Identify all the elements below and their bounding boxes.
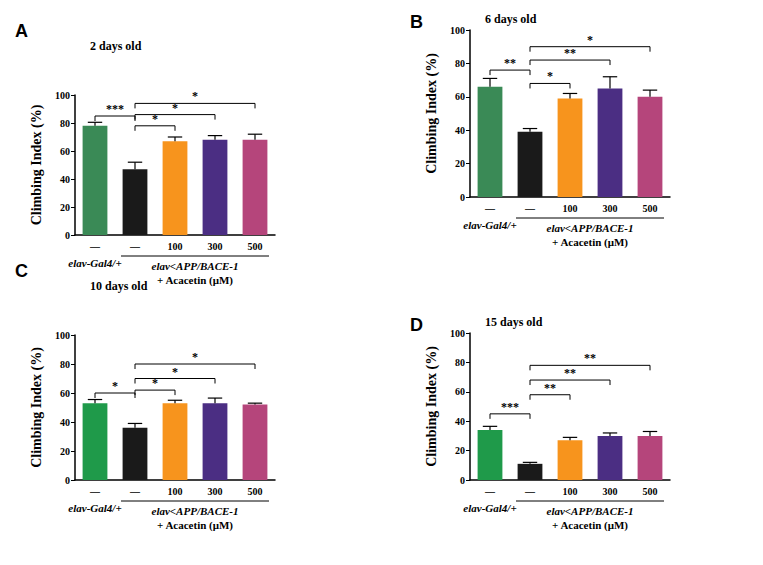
svg-text:300: 300 (208, 486, 223, 497)
svg-text:**: ** (564, 366, 576, 380)
svg-text:+ Acacetin (μM): + Acacetin (μM) (157, 519, 233, 532)
svg-text:40: 40 (60, 417, 70, 428)
svg-text:80: 80 (60, 118, 70, 129)
svg-text:100: 100 (168, 486, 183, 497)
svg-text:B: B (410, 12, 423, 32)
svg-text:A: A (15, 21, 28, 41)
svg-text:**: ** (504, 56, 516, 70)
svg-text:40: 40 (455, 416, 465, 427)
svg-text:C: C (15, 261, 28, 281)
svg-text:D: D (410, 315, 423, 335)
svg-text:300: 300 (603, 486, 618, 497)
svg-text:500: 500 (643, 203, 658, 214)
svg-text:15 days old: 15 days old (485, 315, 543, 329)
svg-text:100: 100 (168, 241, 183, 252)
svg-text:100: 100 (55, 330, 70, 341)
svg-text:*: * (112, 379, 118, 393)
svg-text:20: 20 (455, 158, 465, 169)
svg-text:80: 80 (455, 357, 465, 368)
svg-text:—: — (524, 486, 536, 497)
svg-text:elav<APP/BACE-1: elav<APP/BACE-1 (547, 505, 634, 517)
svg-text:—: — (524, 203, 536, 214)
svg-text:40: 40 (60, 174, 70, 185)
svg-text:500: 500 (248, 241, 263, 252)
svg-text:Climbing Index (%): Climbing Index (%) (424, 346, 440, 467)
svg-text:60: 60 (60, 388, 70, 399)
svg-text:0: 0 (65, 230, 70, 241)
svg-text:*: * (192, 350, 198, 364)
svg-text:500: 500 (643, 486, 658, 497)
svg-text:elav-Gal4/+: elav-Gal4/+ (463, 502, 516, 514)
svg-text:—: — (129, 486, 141, 497)
svg-text:+ Acacetin (μM): + Acacetin (μM) (157, 274, 233, 287)
svg-text:60: 60 (60, 146, 70, 157)
svg-text:**: ** (564, 46, 576, 60)
svg-text:elav<APP/BACE-1: elav<APP/BACE-1 (152, 505, 239, 517)
svg-text:100: 100 (450, 25, 465, 36)
svg-text:500: 500 (248, 486, 263, 497)
svg-text:100: 100 (450, 328, 465, 339)
svg-text:—: — (484, 486, 496, 497)
svg-text:elav<APP/BACE-1: elav<APP/BACE-1 (152, 260, 239, 272)
svg-text:100: 100 (563, 203, 578, 214)
svg-text:20: 20 (60, 202, 70, 213)
svg-text:0: 0 (460, 475, 465, 486)
svg-text:0: 0 (460, 192, 465, 203)
svg-text:***: *** (501, 400, 519, 414)
svg-text:**: ** (544, 381, 556, 395)
svg-text:60: 60 (455, 386, 465, 397)
svg-text:*: * (172, 101, 178, 115)
svg-text:elav-Gal4/+: elav-Gal4/+ (68, 502, 121, 514)
svg-text:100: 100 (55, 90, 70, 101)
svg-text:*: * (172, 365, 178, 379)
svg-text:*: * (587, 33, 593, 47)
svg-text:***: *** (106, 102, 124, 116)
svg-text:*: * (152, 112, 158, 126)
svg-text:Climbing Index (%): Climbing Index (%) (424, 53, 440, 174)
svg-text:—: — (89, 241, 101, 252)
svg-text:*: * (192, 89, 198, 103)
svg-text:20: 20 (455, 445, 465, 456)
svg-text:elav-Gal4/+: elav-Gal4/+ (68, 257, 121, 269)
svg-text:300: 300 (603, 203, 618, 214)
svg-text:100: 100 (563, 486, 578, 497)
svg-text:10 days old: 10 days old (90, 279, 148, 293)
svg-text:—: — (89, 486, 101, 497)
svg-text:Climbing Index (%): Climbing Index (%) (29, 104, 45, 225)
svg-text:**: ** (584, 351, 596, 365)
svg-text:—: — (484, 203, 496, 214)
svg-text:0: 0 (65, 475, 70, 486)
svg-text:60: 60 (455, 91, 465, 102)
svg-text:80: 80 (60, 359, 70, 370)
svg-text:80: 80 (455, 58, 465, 69)
svg-text:elav-Gal4/+: elav-Gal4/+ (463, 219, 516, 231)
svg-text:300: 300 (208, 241, 223, 252)
svg-text:Climbing Index (%): Climbing Index (%) (29, 347, 45, 468)
svg-text:40: 40 (455, 125, 465, 136)
svg-text:*: * (547, 69, 553, 83)
svg-text:20: 20 (60, 446, 70, 457)
svg-text:+ Acacetin (μM): + Acacetin (μM) (552, 236, 628, 249)
svg-text:2 days old: 2 days old (90, 39, 142, 53)
svg-text:—: — (129, 241, 141, 252)
svg-text:6 days old: 6 days old (485, 12, 537, 26)
svg-text:+ Acacetin (μM): + Acacetin (μM) (552, 519, 628, 532)
svg-text:elav<APP/BACE-1: elav<APP/BACE-1 (547, 222, 634, 234)
